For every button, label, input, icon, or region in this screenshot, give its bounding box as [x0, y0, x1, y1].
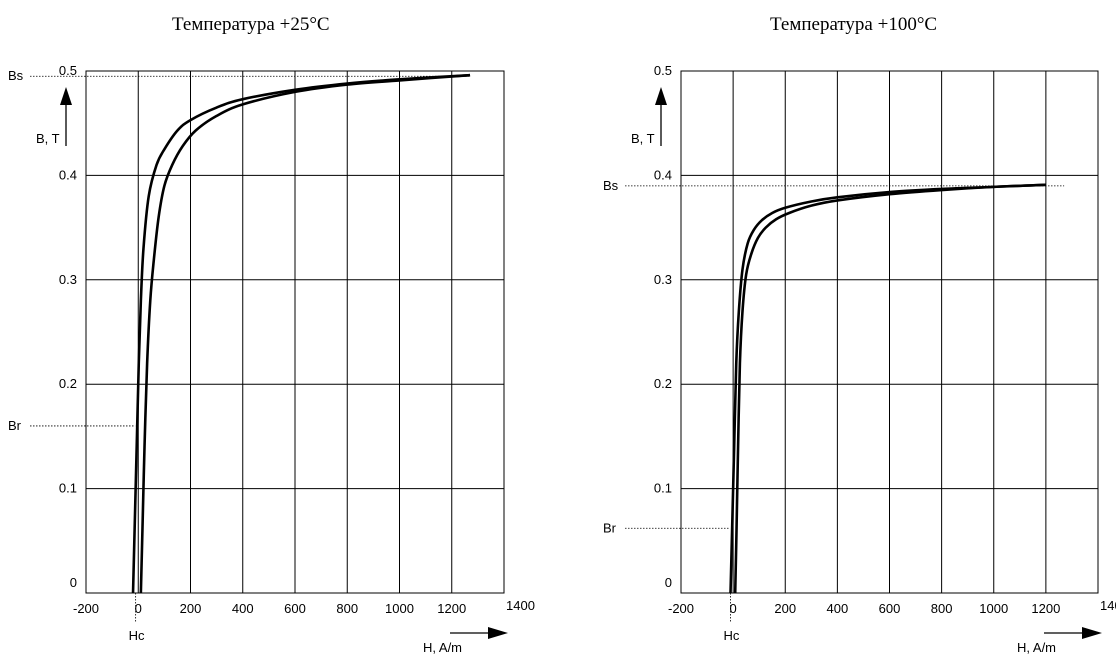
x-tick-label: 1200 — [437, 601, 466, 616]
y-tick-label: 0.1 — [59, 481, 77, 496]
y-axis-label: B, T — [631, 131, 655, 146]
hysteresis-curve-1 — [131, 73, 471, 594]
hc-label: Hc — [724, 628, 740, 643]
y-axis-label: B, T — [36, 131, 60, 146]
x-axis-label: H, A/m — [423, 640, 462, 655]
y-tick-label: 0.4 — [59, 167, 77, 182]
hysteresis-curve-2 — [733, 183, 1046, 594]
x-tick-label: -200 — [73, 601, 99, 616]
y-tick-label: 0.5 — [654, 63, 672, 78]
x-axis-arrow-head — [488, 627, 508, 639]
x-tick-label: 600 — [284, 601, 306, 616]
y-axis-arrow-head — [655, 87, 667, 105]
hysteresis-curve-1 — [729, 183, 1046, 594]
y-tick-label: 0 — [665, 575, 672, 590]
y-tick-label: 0.3 — [59, 272, 77, 287]
x-tick-label: 800 — [931, 601, 953, 616]
x-tick-label: 1000 — [979, 601, 1008, 616]
bs-label: Bs — [8, 68, 24, 83]
y-tick-label: 0.4 — [654, 167, 672, 182]
x-tick-label: 800 — [336, 601, 358, 616]
x-tick-label: 0 — [135, 601, 142, 616]
x-tick-label: 400 — [827, 601, 849, 616]
br-label: Br — [603, 520, 617, 535]
y-tick-label: 0.2 — [59, 376, 77, 391]
x-tick-label: 1000 — [385, 601, 414, 616]
plot-frame — [85, 70, 505, 594]
chart-title-right: Температура +100°С — [770, 14, 938, 35]
x-tick-label: 200 — [774, 601, 796, 616]
x-tick-label: -200 — [668, 601, 694, 616]
y-tick-label: 0.1 — [654, 481, 672, 496]
x-axis-label: H, A/m — [1017, 640, 1056, 655]
x-tick-label: 1400 — [1100, 598, 1116, 613]
x-tick-label: 1200 — [1031, 601, 1060, 616]
br-label: Br — [8, 418, 22, 433]
y-tick-label: 0 — [70, 575, 77, 590]
x-tick-label: 1400 — [506, 598, 535, 613]
y-axis-arrow-head — [60, 87, 72, 105]
hc-label: Hc — [129, 628, 145, 643]
bs-label: Bs — [603, 178, 619, 193]
y-tick-label: 0.3 — [654, 272, 672, 287]
chart-title-left: Температура +25°С — [172, 14, 330, 35]
x-tick-label: 600 — [879, 601, 901, 616]
x-tick-label: 200 — [180, 601, 202, 616]
y-tick-label: 0.5 — [59, 63, 77, 78]
y-tick-label: 0.2 — [654, 376, 672, 391]
hysteresis-curve-2 — [139, 73, 471, 594]
x-axis-arrow-head — [1082, 627, 1102, 639]
x-tick-label: 400 — [232, 601, 254, 616]
plot-frame — [680, 70, 1099, 594]
x-tick-label: 0 — [730, 601, 737, 616]
